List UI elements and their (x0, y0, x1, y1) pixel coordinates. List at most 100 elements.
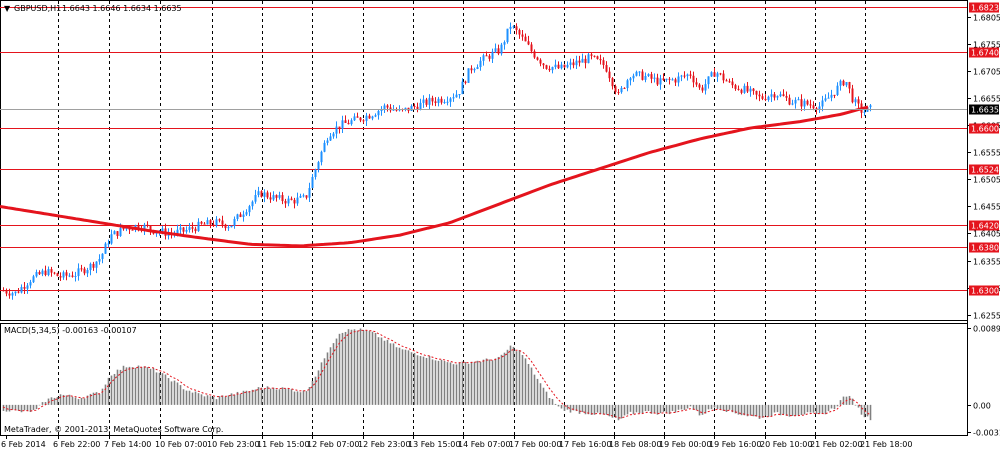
candle-body (605, 65, 608, 72)
candle-body (491, 51, 494, 59)
candle-body (800, 99, 803, 107)
candle-body (506, 28, 509, 43)
candle-body (536, 57, 539, 60)
candle-body (38, 272, 41, 275)
candle-body (116, 231, 119, 237)
candle-body (482, 55, 485, 61)
candle-body (557, 64, 560, 69)
candle-body (509, 26, 512, 29)
candle-body (707, 76, 710, 85)
macd-signal-line (2, 329, 871, 419)
candle-body (419, 102, 422, 110)
macd-label: MACD(5,34,5) -0.00163 -0.00107 (4, 326, 137, 335)
candle-body (95, 261, 98, 268)
candle-body (185, 229, 188, 232)
level-price-tag (969, 220, 999, 231)
candle-body (254, 195, 257, 202)
candle-body (569, 62, 572, 65)
level-price-label: 1.6823 (971, 4, 999, 13)
macd-axis-ticks: 0.00898 0.00 -0.00319 (967, 325, 1000, 438)
candle-body (458, 94, 461, 96)
candle-body (755, 90, 758, 95)
main-panel-frame (0, 0, 968, 321)
x-tick-label: 10 Feb 07:00 (155, 440, 207, 449)
candle-body (500, 44, 503, 54)
symbol-label: GBPUSD,H1 (14, 4, 61, 13)
candle-body (302, 195, 305, 197)
candle-body (530, 44, 533, 52)
candle-body (542, 63, 545, 66)
current-price-label: 1.6635 (971, 106, 999, 115)
candle-body (257, 191, 260, 196)
level-price-tag (969, 164, 999, 175)
candle-body (386, 105, 389, 108)
level-price-tag (969, 2, 999, 13)
candle-body (119, 227, 122, 237)
candle-body (212, 224, 215, 226)
candle-body (62, 272, 65, 278)
y-tick-label: 1.6505 (973, 176, 1000, 185)
candle-body (545, 65, 548, 69)
candle-body (83, 268, 86, 274)
x-tick-label: 20 Feb 10:00 (760, 440, 812, 449)
candle-body (230, 225, 233, 228)
candle-body (350, 120, 353, 125)
level-price-label: 1.6380 (971, 244, 999, 253)
candle-body (461, 81, 464, 95)
candle-body (425, 99, 428, 105)
candle-body (821, 100, 824, 107)
x-tick-label: 21 Feb 18:00 (860, 440, 912, 449)
candle-body (785, 95, 788, 98)
candle-body (197, 221, 200, 232)
y-tick-label: 1.6755 (973, 41, 1000, 50)
candle-body (437, 98, 440, 103)
candle-body (668, 78, 671, 80)
candle-body (224, 224, 227, 229)
candle-body (65, 272, 68, 276)
x-tick-label: 18 Feb 08:00 (609, 440, 661, 449)
candle-body (8, 293, 11, 296)
candle-body (353, 116, 356, 121)
candle-body (89, 263, 92, 271)
candle-body (725, 80, 728, 82)
candle-body (635, 71, 638, 76)
candle-body (74, 276, 77, 278)
candle-body (50, 269, 53, 273)
candle-body (305, 195, 308, 198)
candle-body (824, 98, 827, 101)
candle-body (242, 214, 245, 217)
candle-body (299, 196, 302, 198)
candle-body (836, 85, 839, 95)
candle-body (2, 290, 5, 292)
candle-body (203, 223, 206, 225)
candle-body (275, 195, 278, 198)
candle-body (455, 94, 458, 98)
candle-body (731, 81, 734, 86)
candle-body (326, 140, 329, 143)
candle-body (317, 162, 320, 170)
candle-body (374, 115, 377, 117)
time-axis-ticks: 6 Feb 2014 6 Feb 22:00 7 Feb 14:00 10 Feb 0… (1, 436, 912, 449)
candle-body (452, 97, 455, 99)
candle-body (596, 56, 599, 59)
candle-body (47, 269, 50, 275)
symbol-dropdown-icon[interactable]: ▼ (4, 4, 11, 13)
candle-body (149, 226, 152, 231)
candle-body (383, 105, 386, 109)
candle-body (272, 195, 275, 200)
candle-body (113, 231, 116, 235)
candle-body (782, 94, 785, 96)
candle-body (32, 276, 35, 283)
x-tick-label: 17 Feb 16:00 (559, 440, 611, 449)
level-price-label: 1.6600 (971, 125, 999, 134)
level-price-label: 1.6420 (971, 222, 999, 231)
candle-body (176, 229, 179, 234)
x-tick-label: 6 Feb 22:00 (53, 440, 100, 449)
candle-body (434, 101, 437, 103)
level-price-tag (969, 47, 999, 58)
candle-body (590, 54, 593, 56)
candle-body (869, 105, 872, 108)
x-tick-label: 13 Feb 15:00 (408, 440, 460, 449)
candle-body (686, 74, 689, 77)
